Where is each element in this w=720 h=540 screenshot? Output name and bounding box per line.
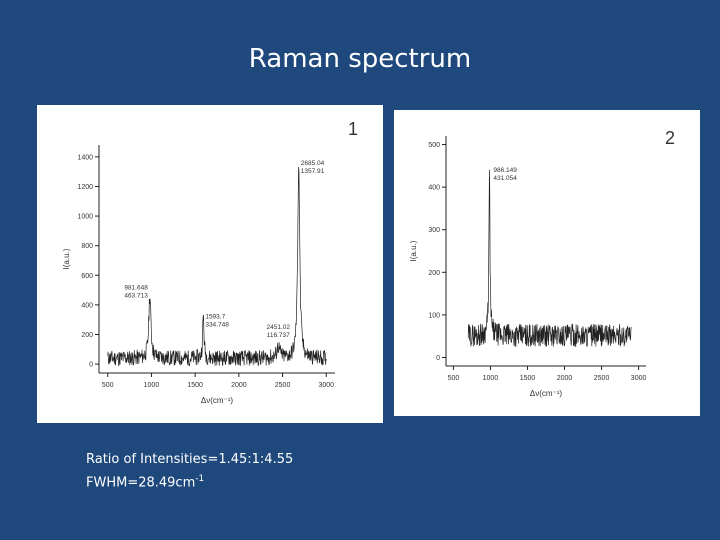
x-tick-label: 3000 — [631, 375, 647, 382]
fwhm-text: FWHM=28.49cm-1 — [86, 474, 204, 490]
x-axis-label: Δν(cm⁻¹) — [530, 389, 563, 398]
y-tick-label: 0 — [436, 355, 440, 362]
y-tick-label: 200 — [428, 270, 440, 277]
peak-annotation-label: 431.054 — [493, 175, 517, 182]
peak-annotation-label: 1357.91 — [301, 168, 325, 175]
spectrum-panel-1: 500 1000 1500 2000 2500 3000 0 200 400 600 800 1000… — [37, 105, 383, 423]
peak-annotation-label: 1593.7 — [205, 314, 225, 321]
y-tick-label: 600 — [81, 273, 93, 280]
y-axis-label: I(a.u.) — [62, 248, 71, 269]
x-tick-label: 500 — [448, 375, 460, 382]
y-tick-label: 500 — [428, 142, 440, 149]
x-tick-label: 1000 — [144, 382, 160, 389]
peak-annotation-label: 116.737 — [267, 332, 290, 339]
y-tick-label: 1000 — [77, 214, 93, 221]
peak-annotation-label: 2685.04 — [301, 160, 325, 167]
y-tick-label: 1200 — [77, 184, 93, 191]
x-tick-label: 2500 — [594, 375, 610, 382]
raman-chart-2: 500 1000 1500 2000 2500 3000 0 100 200 300 400 500 Δ… — [409, 128, 675, 398]
spectrum-panel-2: 500 1000 1500 2000 2500 3000 0 100 200 300 400 500 Δ… — [394, 110, 700, 416]
y-tick-label: 1400 — [77, 154, 93, 161]
y-tick-label: 100 — [428, 312, 440, 319]
x-tick-label: 2000 — [557, 375, 573, 382]
x-tick-label: 500 — [102, 382, 114, 389]
x-tick-label: 1500 — [187, 382, 203, 389]
y-tick-label: 300 — [428, 227, 440, 234]
panel-number-label: 1 — [348, 119, 358, 139]
x-tick-label: 2000 — [231, 382, 247, 389]
peak-annotation-label: 2451.02 — [267, 324, 291, 331]
x-tick-label: 1500 — [520, 375, 536, 382]
peak-annotation-label: 986.149 — [493, 167, 517, 174]
intensity-ratio-text: Ratio of Intensities=1.45:1:4.55 — [86, 452, 294, 467]
peak-annotation-label: 981.648 — [124, 284, 148, 291]
spectrum-series-line — [467, 169, 632, 347]
y-tick-label: 400 — [81, 302, 93, 309]
y-tick-label: 800 — [81, 243, 93, 250]
y-axis-label: I(a.u.) — [409, 240, 418, 261]
y-tick-label: 0 — [89, 362, 93, 369]
x-tick-label: 1000 — [483, 375, 499, 382]
peak-annotation-label: 463.713 — [124, 292, 148, 299]
y-tick-label: 400 — [428, 185, 440, 192]
fwhm-value: FWHM=28.49cm — [86, 475, 196, 491]
panel-number-label: 2 — [665, 128, 675, 148]
x-tick-label: 3000 — [318, 382, 334, 389]
fwhm-exponent: -1 — [195, 474, 205, 484]
x-tick-label: 2500 — [275, 382, 291, 389]
x-axis-label: Δν(cm⁻¹) — [201, 396, 234, 405]
raman-chart-1: 500 1000 1500 2000 2500 3000 0 200 400 600 800 1000… — [62, 119, 358, 405]
peak-annotation-label: 334.748 — [205, 322, 229, 329]
y-tick-label: 200 — [81, 332, 93, 339]
slide-title: Raman spectrum — [248, 44, 472, 74]
spectrum-series-line — [107, 166, 327, 367]
